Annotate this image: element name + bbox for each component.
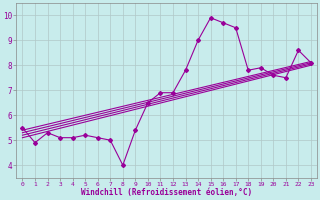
- X-axis label: Windchill (Refroidissement éolien,°C): Windchill (Refroidissement éolien,°C): [81, 188, 252, 197]
